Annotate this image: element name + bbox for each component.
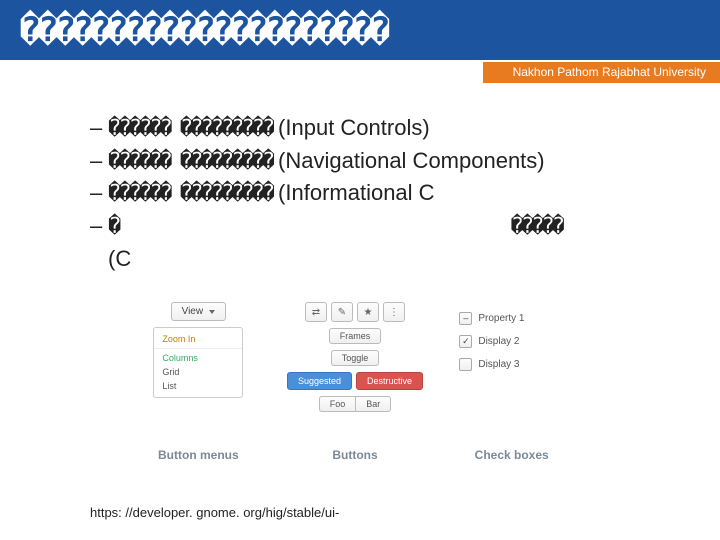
col-label: Button menus	[158, 440, 239, 468]
bullet-list: –������ ��������� (Input Controls) –����…	[0, 83, 720, 273]
bullet-5: (C	[90, 244, 720, 274]
dropdown-header[interactable]: Zoom In	[154, 332, 242, 346]
checkbox-indeterminate[interactable]	[459, 312, 472, 325]
seg-bar[interactable]: Bar	[355, 396, 391, 412]
check-label: Property 1	[478, 313, 524, 324]
checkbox-checked[interactable]	[459, 335, 472, 348]
check-row: Display 2	[439, 335, 584, 348]
bullet-1: –������ ��������� (Input Controls)	[90, 113, 720, 144]
view-dropdown: Zoom In Columns Grid List	[153, 327, 243, 398]
university-badge: Nakhon Pathom Rajabhat University	[483, 62, 720, 83]
bullet-4: –� �����	[90, 211, 720, 242]
frames-button[interactable]: Frames	[329, 328, 382, 344]
caret-down-icon	[209, 310, 215, 314]
checkbox-unchecked[interactable]	[459, 358, 472, 371]
share-icon-button[interactable]: ⇄	[305, 302, 327, 322]
col-label: Check boxes	[475, 440, 549, 468]
check-row: Display 3	[439, 358, 584, 371]
ui-examples-figure: View Zoom In Columns Grid List Button me…	[120, 298, 590, 468]
dropdown-item[interactable]: Columns	[154, 351, 242, 365]
segmented-control: Foo Bar	[319, 396, 392, 412]
col-label: Buttons	[332, 440, 377, 468]
dropdown-item[interactable]: Grid	[154, 365, 242, 379]
view-menu-button[interactable]: View	[171, 302, 227, 321]
check-label: Display 3	[478, 359, 519, 370]
destructive-button[interactable]: Destructive	[356, 372, 423, 390]
toggle-button[interactable]: Toggle	[331, 350, 380, 366]
icon-button-row: ⇄ ✎ ★ ⋮	[305, 302, 405, 322]
bullet-3: –������ ��������� (Informational C	[90, 178, 720, 209]
col-checkboxes: Property 1 Display 2 Display 3 Check box…	[433, 298, 590, 468]
dropdown-item[interactable]: List	[154, 379, 242, 393]
bullet-2: –������ ��������� (Navigational Componen…	[90, 146, 720, 177]
suggested-button[interactable]: Suggested	[287, 372, 352, 390]
view-menu-label: View	[182, 306, 204, 317]
title-text: ���������������������	[20, 10, 387, 50]
check-row: Property 1	[439, 312, 584, 325]
star-icon-button[interactable]: ★	[357, 302, 379, 322]
subtitle-row: Nakhon Pathom Rajabhat University	[0, 62, 720, 83]
source-url: https: //developer. gnome. org/hig/stabl…	[90, 505, 339, 520]
edit-icon-button[interactable]: ✎	[331, 302, 353, 322]
col-buttons: ⇄ ✎ ★ ⋮ Frames Toggle Suggested Destruct…	[277, 298, 434, 468]
check-label: Display 2	[478, 336, 519, 347]
seg-foo[interactable]: Foo	[319, 396, 357, 412]
col-button-menus: View Zoom In Columns Grid List Button me…	[120, 298, 277, 468]
more-icon-button[interactable]: ⋮	[383, 302, 405, 322]
slide-title: ���������������������	[0, 0, 720, 60]
